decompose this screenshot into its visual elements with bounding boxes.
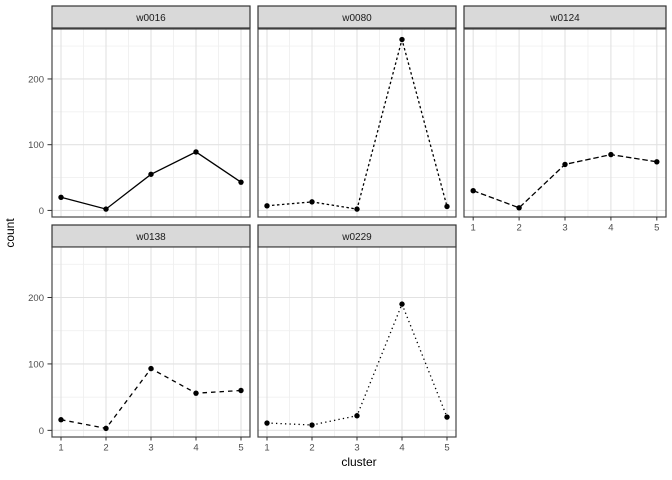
data-point — [470, 188, 476, 194]
y-tick-label: 100 — [28, 359, 44, 370]
data-point — [193, 390, 199, 396]
data-point — [354, 413, 360, 419]
data-point — [562, 161, 568, 168]
x-tick-label: 4 — [608, 223, 613, 234]
panel-border — [257, 28, 457, 218]
x-axis-title: cluster — [341, 455, 376, 469]
facet-strip — [463, 5, 667, 29]
facet-strip-label: w0080 — [341, 13, 372, 24]
facet-panel-w0124: w0124 1 2 3 4 5 — [463, 5, 667, 234]
y-tick-label: 0 — [39, 426, 44, 437]
x-tick-label: 2 — [103, 443, 108, 454]
facet-strip-label: w0229 — [341, 232, 372, 243]
x-tick-label: 5 — [444, 443, 449, 454]
x-tick-label: 1 — [264, 443, 269, 454]
x-tick-label: 1 — [471, 223, 476, 234]
x-tick-label: 3 — [562, 223, 567, 234]
y-tick-label: 0 — [39, 206, 44, 217]
x-tick-label: 4 — [193, 443, 198, 454]
data-point — [103, 425, 109, 432]
data-point — [238, 387, 244, 394]
facet-strip-label: w0016 — [135, 13, 166, 24]
y-axis-title: count — [3, 218, 17, 248]
x-tick-label: 5 — [238, 443, 243, 454]
x-tick-label: 5 — [654, 223, 659, 234]
data-point — [264, 420, 270, 426]
x-tick-label: 3 — [148, 443, 153, 454]
facet-strip-label: w0138 — [135, 232, 166, 243]
data-point — [238, 179, 244, 185]
panel-border — [51, 28, 251, 218]
x-tick-label: 2 — [309, 443, 314, 454]
data-point — [654, 159, 660, 165]
data-point — [264, 203, 270, 209]
facet-panel-w0080: w0080 — [257, 5, 457, 218]
facet-strip — [51, 5, 251, 29]
data-point — [516, 205, 522, 211]
data-point — [399, 36, 405, 43]
facet-strip-label: w0124 — [549, 13, 580, 24]
x-tick-label: 2 — [516, 223, 521, 234]
data-point — [193, 149, 199, 155]
data-point — [309, 199, 315, 205]
y-tick-label: 100 — [28, 140, 44, 151]
facet-panel-w0229: w0229 1 2 3 4 5 — [257, 224, 457, 454]
facet-panel-w0016: w0016 0 100 200 — [28, 5, 251, 218]
data-point — [58, 194, 64, 200]
data-point — [354, 206, 360, 212]
data-point — [309, 422, 315, 428]
data-point — [103, 206, 109, 212]
y-tick-label: 200 — [28, 293, 44, 304]
data-point — [608, 151, 614, 158]
facet-strip — [257, 5, 457, 29]
y-tick-label: 200 — [28, 74, 44, 85]
data-point — [444, 203, 450, 210]
data-point — [148, 171, 154, 177]
data-point — [399, 301, 405, 307]
data-point — [444, 414, 450, 420]
facet-panel-w0138: w0138 0 100 200 1 2 3 4 5 — [28, 224, 251, 454]
data-point — [58, 417, 64, 423]
data-point — [148, 365, 154, 372]
x-tick-label: 4 — [399, 443, 404, 454]
x-tick-label: 1 — [58, 443, 63, 454]
x-tick-label: 3 — [354, 443, 359, 454]
